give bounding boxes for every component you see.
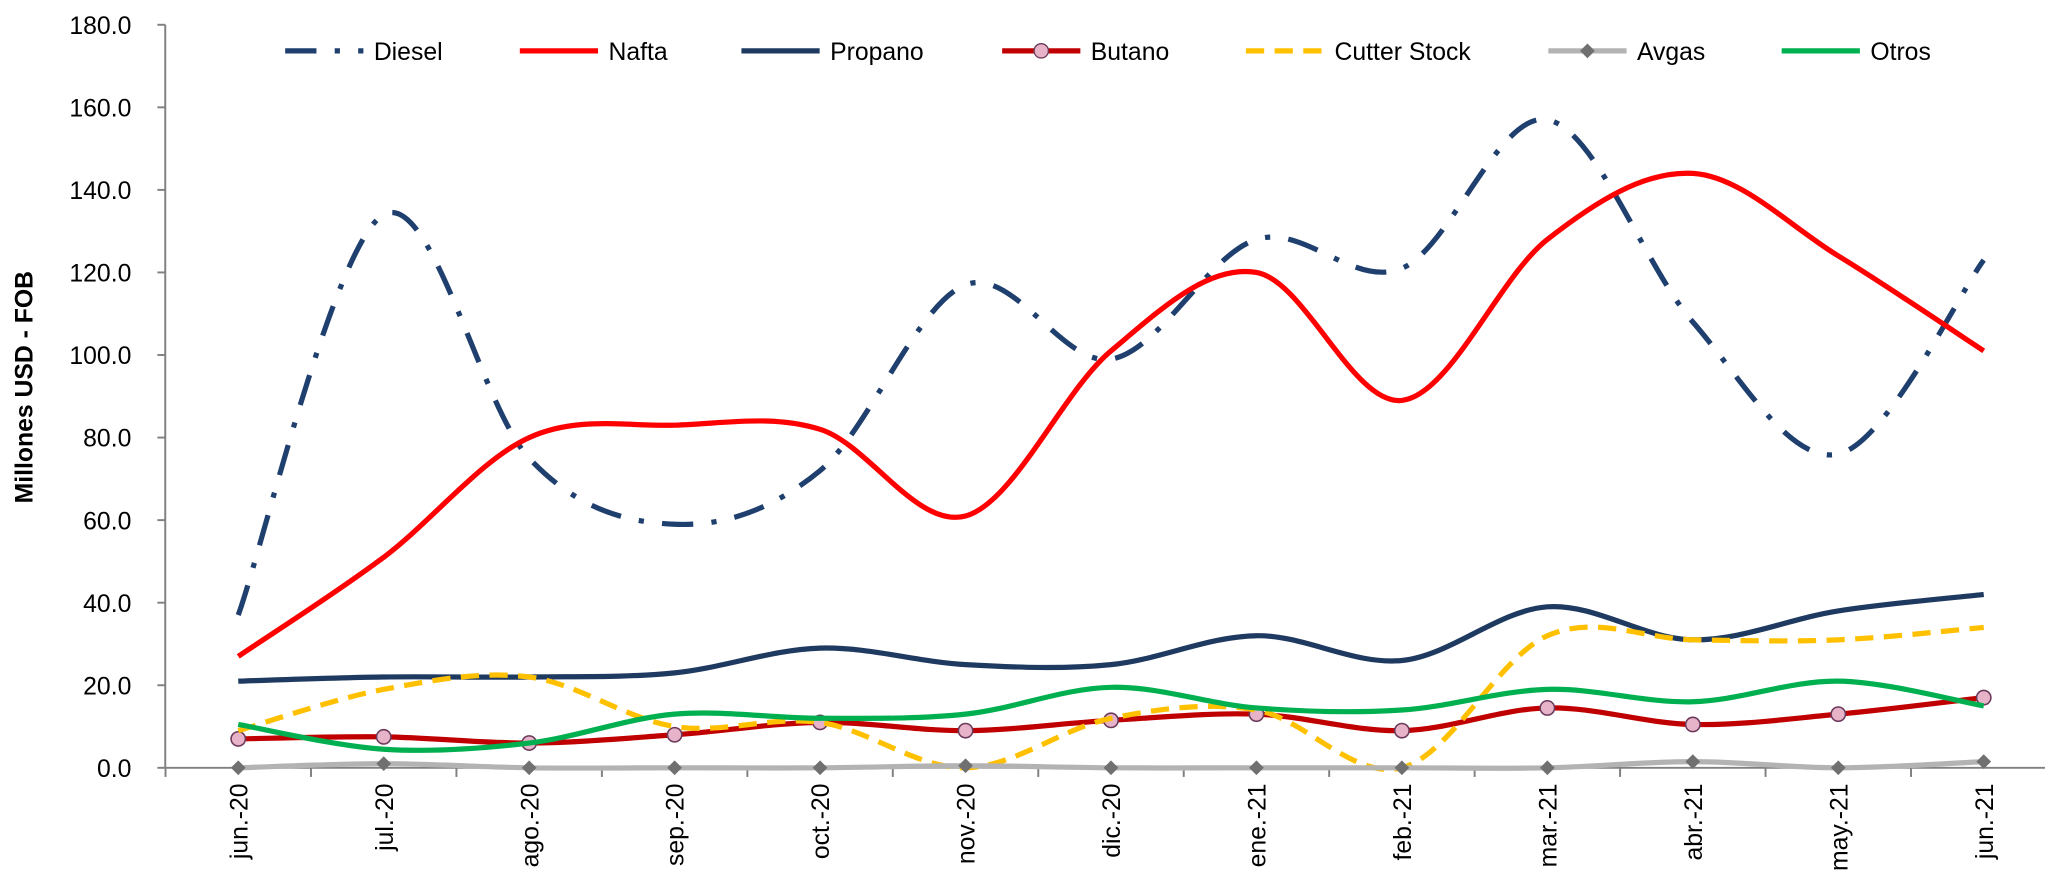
legend-marker: [1033, 43, 1050, 59]
marker: [667, 760, 682, 776]
legend-label: Butano: [1091, 39, 1169, 66]
legend-label: Diesel: [374, 39, 443, 66]
line: [237, 624, 1984, 772]
marker: [230, 730, 247, 747]
marker: [957, 722, 974, 739]
x-tick-label: mar.-21: [1535, 783, 1562, 867]
marker: [1684, 716, 1701, 733]
legend-label: Nafta: [608, 39, 667, 66]
marker: [1830, 760, 1846, 776]
legend-label: Otros: [1870, 39, 1931, 66]
x-tick-label: jun.-21: [1972, 783, 1999, 860]
x-tick-label: feb.-21: [1390, 783, 1417, 860]
marker: [1249, 760, 1264, 776]
line: [236, 170, 1986, 659]
marker: [376, 756, 392, 772]
legend-label: Avgas: [1637, 39, 1705, 66]
marker: [1830, 706, 1847, 723]
y-tick-label: 180.0: [69, 13, 131, 40]
y-tick-label: 160.0: [69, 95, 131, 122]
x-tick-label: jul.-20: [372, 783, 399, 851]
marker: [1976, 754, 1992, 769]
marker: [375, 728, 392, 745]
line: [235, 117, 1986, 616]
y-tick-label: 60.0: [83, 508, 131, 535]
x-tick-label: oct.-20: [808, 783, 835, 859]
marker: [1103, 760, 1119, 776]
x-tick-label: jun.-20: [226, 783, 253, 860]
y-tick-label: 100.0: [69, 343, 131, 370]
x-tick-label: nov.-20: [954, 783, 981, 864]
marker: [666, 726, 683, 743]
marker: [1394, 760, 1410, 776]
legend-label: Propano: [830, 39, 924, 66]
marker: [812, 760, 828, 776]
marker: [1393, 722, 1410, 739]
marker: [958, 758, 973, 774]
line: [237, 678, 1985, 753]
x-tick-label: ago.-20: [517, 783, 544, 867]
y-tick-label: 120.0: [69, 261, 131, 288]
y-tick-label: 20.0: [83, 673, 131, 700]
y-tick-label: 40.0: [83, 591, 131, 618]
x-tick-label: sep.-20: [663, 783, 690, 866]
legend-marker: [1580, 43, 1595, 59]
marker: [230, 760, 246, 776]
legend-label: Cutter Stock: [1335, 39, 1472, 66]
marker: [1685, 754, 1701, 769]
x-tick-label: abr.-21: [1681, 783, 1708, 860]
y-axis-label: Millones USD - FOB: [11, 271, 38, 503]
y-tick-label: 80.0: [83, 426, 131, 453]
x-tick-label: may.-21: [1826, 783, 1853, 871]
y-tick-label: 140.0: [69, 178, 131, 205]
x-tick-label: dic.-20: [1099, 783, 1126, 857]
marker: [1539, 699, 1556, 716]
marker: [521, 760, 537, 776]
x-tick-label: ene.-21: [1245, 783, 1272, 867]
marker: [1539, 760, 1555, 776]
y-tick-label: 0.0: [97, 756, 131, 783]
